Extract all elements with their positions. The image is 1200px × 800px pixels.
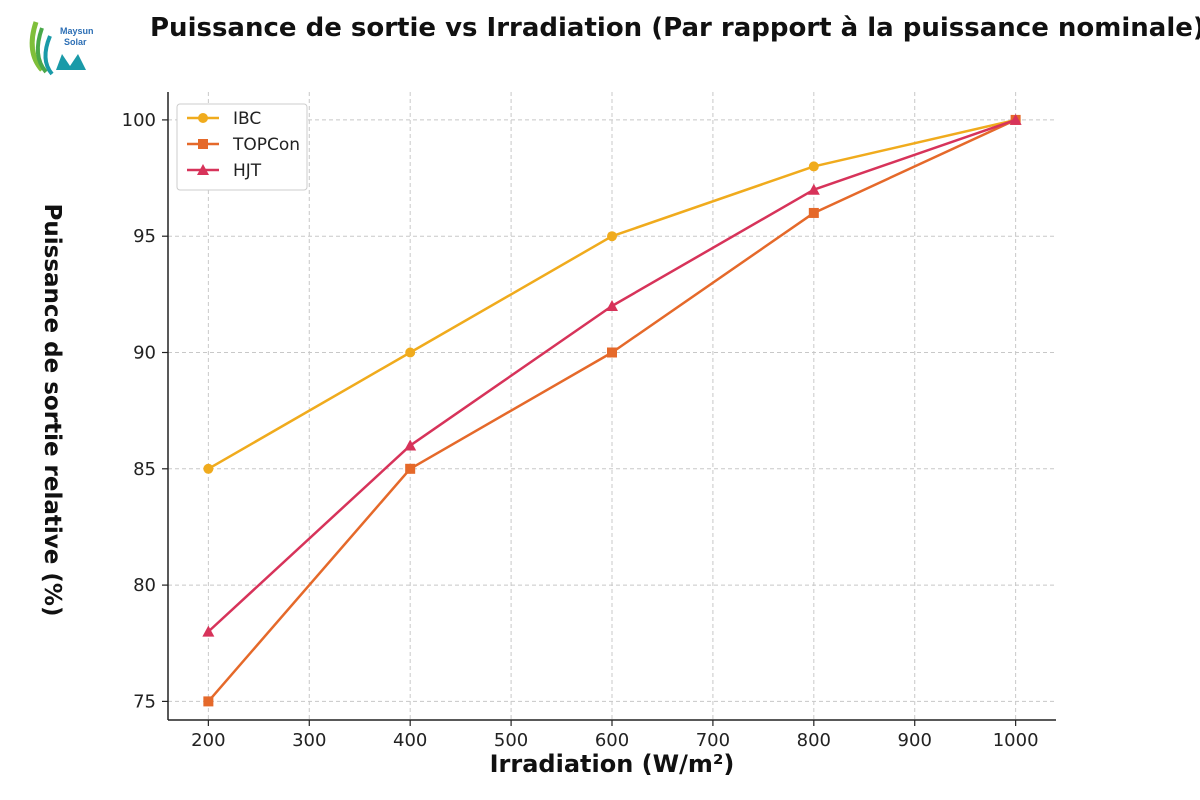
- data-point-ibc: [203, 463, 214, 474]
- x-tick-label: 700: [696, 730, 730, 751]
- legend-marker-hjt: [197, 164, 209, 175]
- x-tick-label: 600: [595, 730, 629, 751]
- legend-label-hjt: HJT: [233, 161, 262, 181]
- legend-box: [176, 103, 308, 191]
- data-point-hjt: [202, 625, 215, 637]
- data-point-topcon: [808, 207, 819, 218]
- data-point-topcon: [607, 347, 617, 358]
- data-point-hjt: [606, 299, 618, 311]
- legend-marker-topcon: [198, 139, 208, 149]
- legend-label-topcon: TOPCon: [232, 135, 300, 155]
- maysun-solar-logo: Maysun Solar: [29, 21, 94, 76]
- x-tick-label: 900: [898, 730, 932, 751]
- logo-text-line2: Solar: [64, 37, 87, 47]
- data-point-ibc: [405, 347, 416, 358]
- data-point-ibc: [808, 161, 819, 172]
- y-axis-label: Puissance de sortie relative (%): [39, 203, 65, 617]
- chart-title: Puissance de sortie vs Irradiation (Par …: [150, 13, 1200, 43]
- x-axis-label: Irradiation (W/m²): [489, 750, 735, 778]
- legend-label-ibc: IBC: [233, 109, 261, 129]
- data-point-hjt: [404, 439, 417, 451]
- data-point-hjt: [1009, 113, 1022, 125]
- x-tick-label: 500: [494, 730, 528, 751]
- data-point-ibc: [607, 231, 617, 242]
- y-tick-label: 75: [133, 691, 156, 712]
- leaf-arc-icon: [29, 21, 54, 76]
- data-point-topcon: [203, 696, 214, 707]
- y-tick-label: 100: [122, 110, 156, 131]
- y-tick-label: 95: [133, 226, 156, 247]
- x-tick-label: 400: [393, 730, 427, 751]
- legend-marker-ibc: [198, 113, 208, 123]
- data-point-hjt: [807, 183, 820, 195]
- logo-text-line1: Maysun: [60, 26, 94, 36]
- x-tick-label: 200: [191, 730, 225, 751]
- x-tick-label: 800: [797, 730, 831, 751]
- y-tick-label: 80: [133, 575, 156, 596]
- data-point-topcon: [405, 463, 416, 474]
- y-tick-label: 85: [133, 459, 156, 480]
- logo-m-icon: [56, 54, 86, 70]
- x-tick-label: 300: [292, 730, 326, 751]
- y-tick-label: 90: [133, 343, 156, 364]
- x-tick-label: 1000: [993, 730, 1039, 751]
